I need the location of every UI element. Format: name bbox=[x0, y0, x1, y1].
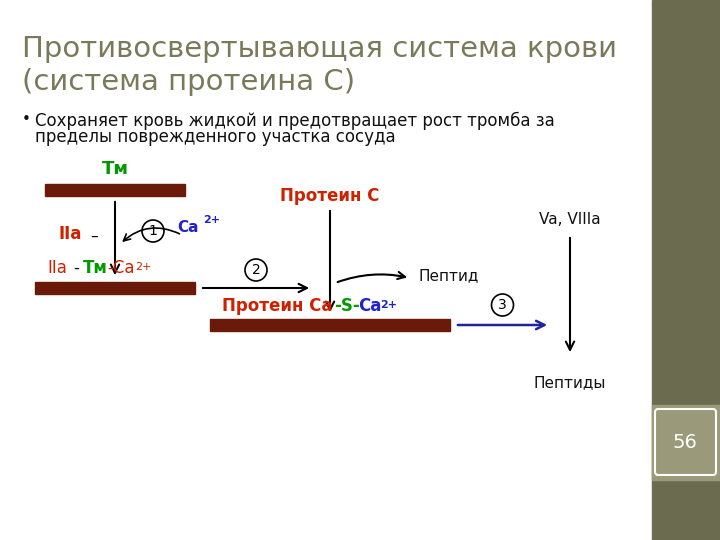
Text: Тм: Тм bbox=[83, 259, 108, 277]
Text: 2+: 2+ bbox=[135, 262, 151, 272]
Text: Ca: Ca bbox=[177, 219, 199, 234]
Text: 56: 56 bbox=[672, 433, 698, 451]
Text: 1: 1 bbox=[148, 224, 158, 238]
Text: Пептид: Пептид bbox=[418, 268, 478, 284]
Text: Сохраняет кровь жидкой и предотвращает рост тромба за: Сохраняет кровь жидкой и предотвращает р… bbox=[35, 112, 554, 130]
Text: Ca: Ca bbox=[358, 297, 382, 315]
Text: -Ca: -Ca bbox=[107, 259, 135, 277]
FancyBboxPatch shape bbox=[655, 409, 716, 475]
Text: пределы поврежденного участка сосуда: пределы поврежденного участка сосуда bbox=[35, 128, 395, 146]
Bar bbox=[652, 0, 720, 540]
Text: Противосвертывающая система крови: Противосвертывающая система крови bbox=[22, 35, 617, 63]
Text: Протеин С: Протеин С bbox=[280, 187, 379, 205]
Text: •: • bbox=[22, 112, 31, 127]
Text: Va, VIIIa: Va, VIIIa bbox=[539, 213, 600, 227]
Text: Тм: Тм bbox=[102, 160, 128, 178]
Text: 2+: 2+ bbox=[203, 215, 220, 225]
Text: –: – bbox=[90, 228, 98, 244]
Text: 2+: 2+ bbox=[380, 300, 397, 310]
Bar bbox=[35, 282, 195, 294]
Bar bbox=[45, 184, 185, 196]
Text: IIa: IIa bbox=[58, 225, 81, 243]
Text: IIa: IIa bbox=[47, 259, 67, 277]
Bar bbox=[652, 405, 720, 480]
Text: -: - bbox=[73, 259, 79, 277]
Text: Протеин Ca: Протеин Ca bbox=[222, 297, 333, 315]
Text: -S-: -S- bbox=[334, 297, 360, 315]
Text: (система протеина С): (система протеина С) bbox=[22, 68, 355, 96]
Bar bbox=[210, 319, 450, 331]
Text: 3: 3 bbox=[498, 298, 507, 312]
Text: 2: 2 bbox=[251, 263, 261, 277]
Text: Пептиды: Пептиды bbox=[534, 375, 606, 390]
